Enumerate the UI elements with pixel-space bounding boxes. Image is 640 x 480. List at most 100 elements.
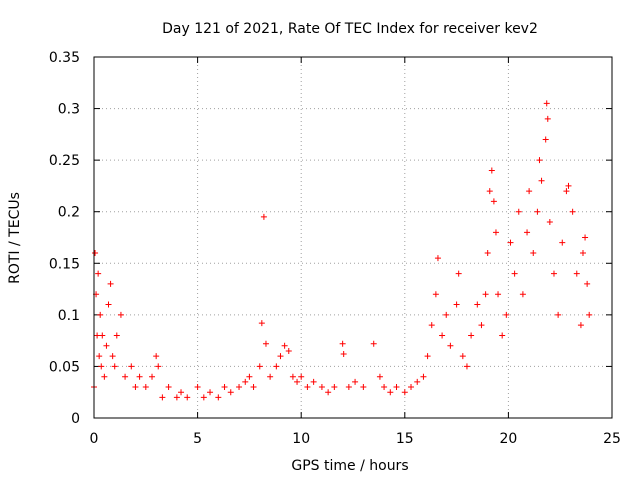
data-point bbox=[468, 332, 475, 339]
data-point bbox=[128, 363, 135, 370]
data-point bbox=[515, 208, 522, 215]
data-point bbox=[194, 384, 201, 391]
data-point bbox=[408, 384, 415, 391]
data-point bbox=[246, 373, 253, 380]
y-tick-label: 0.25 bbox=[49, 153, 80, 169]
data-point bbox=[352, 378, 359, 385]
data-point bbox=[153, 353, 160, 360]
data-point bbox=[546, 219, 553, 226]
data-point bbox=[443, 311, 450, 318]
x-axis-title: GPS time / hours bbox=[291, 458, 408, 474]
data-point bbox=[586, 311, 593, 318]
data-point bbox=[488, 167, 495, 174]
data-point bbox=[215, 394, 222, 401]
x-tick-label: 15 bbox=[396, 431, 414, 447]
data-point bbox=[165, 384, 172, 391]
data-point bbox=[101, 373, 108, 380]
data-point bbox=[221, 384, 228, 391]
data-point bbox=[584, 280, 591, 287]
data-point bbox=[95, 270, 102, 277]
data-point bbox=[478, 322, 485, 329]
data-point bbox=[107, 280, 114, 287]
data-point bbox=[122, 373, 129, 380]
data-point bbox=[294, 378, 301, 385]
data-point bbox=[486, 188, 493, 195]
data-point bbox=[577, 322, 584, 329]
data-point bbox=[439, 332, 446, 339]
data-point bbox=[424, 353, 431, 360]
data-point bbox=[495, 291, 502, 298]
data-point bbox=[563, 188, 570, 195]
y-tick-label: 0.2 bbox=[58, 205, 80, 221]
data-point bbox=[499, 332, 506, 339]
data-point bbox=[524, 229, 531, 236]
data-point bbox=[318, 384, 325, 391]
data-point bbox=[559, 239, 566, 246]
data-point bbox=[474, 301, 481, 308]
data-point bbox=[463, 363, 470, 370]
data-point bbox=[360, 384, 367, 391]
data-point bbox=[103, 342, 110, 349]
data-point bbox=[262, 340, 269, 347]
data-point bbox=[542, 136, 549, 143]
x-tick-labels: 0 5 10 15 20 25 bbox=[90, 431, 621, 447]
data-point bbox=[381, 384, 388, 391]
data-point bbox=[543, 100, 550, 107]
data-point bbox=[420, 373, 427, 380]
data-point bbox=[92, 249, 99, 256]
data-point bbox=[111, 363, 118, 370]
x-tick-label: 0 bbox=[90, 431, 99, 447]
data-point bbox=[393, 384, 400, 391]
data-point bbox=[432, 291, 439, 298]
y-tick-label: 0.35 bbox=[49, 50, 80, 66]
data-point bbox=[325, 389, 332, 396]
y-tick-label: 0 bbox=[71, 411, 80, 427]
grid bbox=[94, 57, 612, 418]
data-point bbox=[277, 353, 284, 360]
data-point bbox=[339, 340, 346, 347]
data-point bbox=[310, 378, 317, 385]
y-tick-label: 0.1 bbox=[58, 308, 80, 324]
data-point bbox=[490, 198, 497, 205]
x-tick-label: 10 bbox=[292, 431, 310, 447]
data-point bbox=[285, 347, 292, 354]
data-point bbox=[142, 384, 149, 391]
data-point bbox=[428, 322, 435, 329]
data-point bbox=[184, 394, 191, 401]
data-point bbox=[565, 182, 572, 189]
x-tick-label: 20 bbox=[499, 431, 517, 447]
x-tick-label: 25 bbox=[603, 431, 621, 447]
data-point bbox=[453, 301, 460, 308]
data-point bbox=[289, 373, 296, 380]
data-point bbox=[555, 311, 562, 318]
data-point bbox=[298, 373, 305, 380]
data-point bbox=[227, 389, 234, 396]
y-tick-label: 0.15 bbox=[49, 256, 80, 272]
data-point bbox=[447, 342, 454, 349]
data-point bbox=[526, 188, 533, 195]
data-point bbox=[387, 389, 394, 396]
data-point bbox=[117, 311, 124, 318]
data-point bbox=[96, 353, 103, 360]
data-point bbox=[534, 208, 541, 215]
data-point bbox=[99, 332, 106, 339]
data-point bbox=[250, 384, 257, 391]
data-point bbox=[113, 332, 120, 339]
data-point bbox=[200, 394, 207, 401]
data-point bbox=[340, 351, 347, 358]
data-point bbox=[401, 389, 408, 396]
data-point bbox=[304, 384, 311, 391]
data-point bbox=[207, 389, 214, 396]
plot-frame bbox=[93, 56, 613, 419]
data-point bbox=[331, 384, 338, 391]
y-tick-labels: 0 0.05 0.1 0.15 0.2 0.25 0.3 0.35 bbox=[49, 50, 80, 427]
data-point bbox=[579, 249, 586, 256]
data-point bbox=[260, 213, 267, 220]
data-point bbox=[97, 311, 104, 318]
data-point bbox=[530, 249, 537, 256]
data-point bbox=[582, 234, 589, 241]
axis-ticks bbox=[93, 56, 613, 419]
data-point bbox=[267, 373, 274, 380]
data-point bbox=[414, 378, 421, 385]
